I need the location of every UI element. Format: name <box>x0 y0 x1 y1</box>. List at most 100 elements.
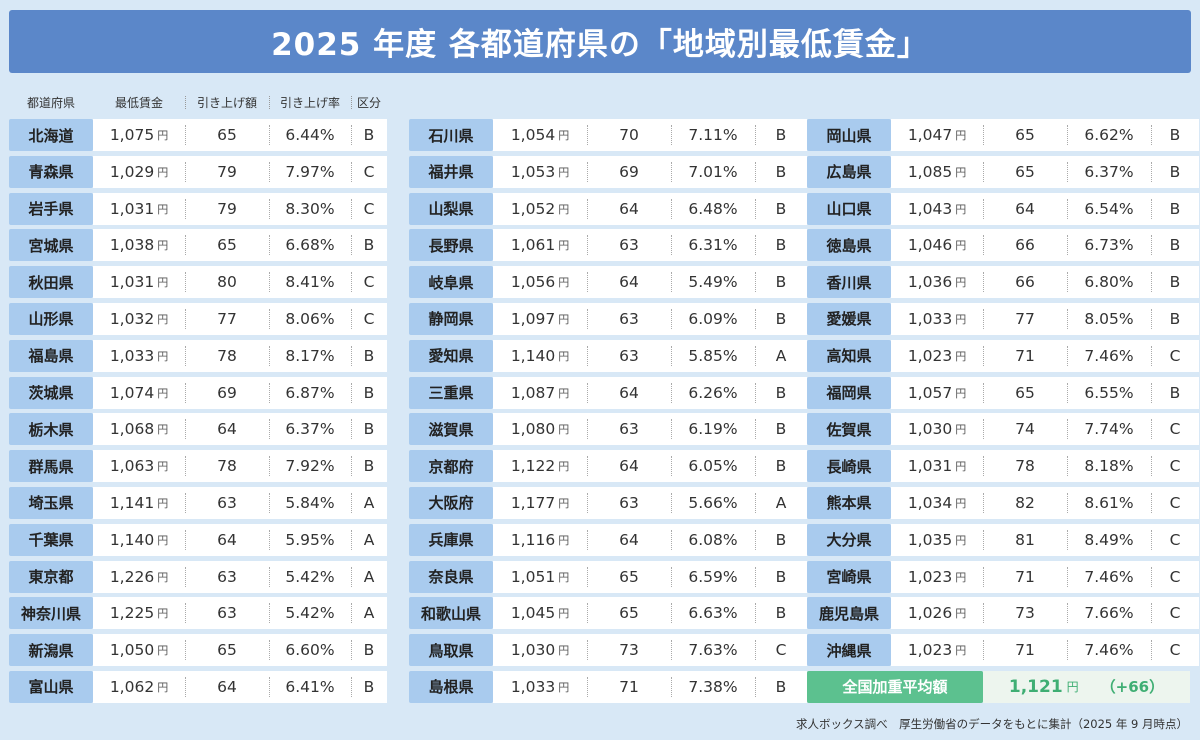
wage-cell: 1,225 円 <box>93 597 185 629</box>
yen-unit: 円 <box>955 276 967 290</box>
yen-unit: 円 <box>955 165 967 179</box>
prefecture-name: 三重県 <box>409 376 493 409</box>
wage-value: 1,074 <box>109 383 155 402</box>
yen-unit: 円 <box>558 239 570 253</box>
yen-unit: 円 <box>157 570 169 584</box>
prefecture-name: 鹿児島県 <box>807 597 891 630</box>
raise-amount: 64 <box>587 524 671 556</box>
wage-value: 1,122 <box>510 457 556 476</box>
raise-rate: 6.63% <box>671 597 755 629</box>
wage-value: 1,068 <box>109 420 155 439</box>
wage-class: B <box>755 524 807 556</box>
row-cells: 1,057 円 65 6.55% B <box>891 376 1199 409</box>
yen-unit: 円 <box>955 202 967 216</box>
raise-rate: 6.68% <box>269 229 351 261</box>
raise-amount: 65 <box>185 634 269 666</box>
wage-cell: 1,033 円 <box>93 340 185 372</box>
yen-unit: 円 <box>955 129 967 142</box>
raise-amount: 71 <box>983 561 1067 593</box>
wage-value: 1,031 <box>109 199 155 218</box>
wage-class: B <box>755 450 807 482</box>
raise-rate: 8.06% <box>269 303 351 335</box>
yen-unit: 円 <box>558 680 570 694</box>
table-row: 秋田県 1,031 円 80 8.41% C <box>9 266 387 299</box>
yen-unit: 円 <box>955 239 967 253</box>
raise-amount: 78 <box>185 340 269 372</box>
row-cells: 1,052 円 64 6.48% B <box>493 192 807 225</box>
raise-rate: 6.73% <box>1067 229 1151 261</box>
wage-class: A <box>351 597 387 629</box>
wage-value: 1,026 <box>907 604 953 623</box>
wage-value: 1,050 <box>109 641 155 660</box>
raise-rate: 8.30% <box>269 193 351 225</box>
table-column-3: 岡山県 1,047 円 65 6.62% B 広島県 1,085 円 65 6.37% B 山口県 1,0… <box>807 119 1199 703</box>
wage-class: B <box>351 450 387 482</box>
wage-class: C <box>1151 450 1199 482</box>
table-header: 都道府県 最低賃金 引き上げ額 引き上げ率 区分 <box>9 92 387 112</box>
yen-unit: 円 <box>558 644 570 658</box>
raise-rate: 6.31% <box>671 229 755 261</box>
wage-cell: 1,052 円 <box>493 193 587 225</box>
table-row: 宮崎県 1,023 円 71 7.46% C <box>807 560 1199 593</box>
raise-amount: 65 <box>185 229 269 261</box>
wage-class: C <box>755 634 807 666</box>
raise-amount: 70 <box>587 119 671 151</box>
row-cells: 1,023 円 71 7.46% C <box>891 560 1199 593</box>
table-row: 岐阜県 1,056 円 64 5.49% B <box>409 266 807 299</box>
raise-rate: 6.05% <box>671 450 755 482</box>
prefecture-name: 和歌山県 <box>409 597 493 630</box>
yen-unit: 円 <box>157 423 169 437</box>
row-cells: 1,085 円 65 6.37% B <box>891 155 1199 188</box>
wage-cell: 1,097 円 <box>493 303 587 335</box>
wage-value: 1,141 <box>109 493 155 512</box>
prefecture-name: 長崎県 <box>807 450 891 483</box>
wage-cell: 1,023 円 <box>891 561 983 593</box>
wage-cell: 1,056 円 <box>493 266 587 298</box>
prefecture-name: 富山県 <box>9 670 93 703</box>
wage-value: 1,061 <box>510 236 556 255</box>
prefecture-name: 福島県 <box>9 339 93 372</box>
row-cells: 1,061 円 63 6.31% B <box>493 229 807 262</box>
table-row: 山梨県 1,052 円 64 6.48% B <box>409 192 807 225</box>
wage-value: 1,225 <box>109 604 155 623</box>
row-cells: 1,032 円 77 8.06% C <box>93 302 387 335</box>
raise-rate: 6.54% <box>1067 193 1151 225</box>
wage-class: B <box>351 340 387 372</box>
raise-rate: 6.26% <box>671 377 755 409</box>
raise-amount: 69 <box>185 377 269 409</box>
prefecture-name: 山梨県 <box>409 192 493 225</box>
yen-unit: 円 <box>157 386 169 400</box>
row-cells: 1,023 円 71 7.46% C <box>891 634 1199 667</box>
table-row: 熊本県 1,034 円 82 8.61% C <box>807 486 1199 519</box>
table-row: 岩手県 1,031 円 79 8.30% C <box>9 192 387 225</box>
wage-cell: 1,074 円 <box>93 377 185 409</box>
header-rate: 引き上げ率 <box>269 94 351 111</box>
header-pref: 都道府県 <box>26 95 75 110</box>
wage-class: B <box>1151 156 1199 188</box>
wage-cell: 1,062 円 <box>93 671 185 703</box>
wage-value: 1,063 <box>109 457 155 476</box>
raise-rate: 8.61% <box>1067 487 1151 519</box>
yen-unit: 円 <box>157 533 169 547</box>
wage-class: B <box>755 266 807 298</box>
row-cells: 1,087 円 64 6.26% B <box>493 376 807 409</box>
wage-cell: 1,122 円 <box>493 450 587 482</box>
wage-cell: 1,053 円 <box>493 156 587 188</box>
wage-class: B <box>755 597 807 629</box>
wage-class: B <box>755 156 807 188</box>
row-cells: 1,036 円 66 6.80% B <box>891 266 1199 299</box>
raise-amount: 64 <box>587 266 671 298</box>
table-row: 長野県 1,061 円 63 6.31% B <box>409 229 807 262</box>
raise-amount: 63 <box>587 303 671 335</box>
raise-amount: 63 <box>587 487 671 519</box>
wage-value: 1,075 <box>109 126 155 144</box>
table-row: 大阪府 1,177 円 63 5.66% A <box>409 486 807 519</box>
table-row: 山形県 1,032 円 77 8.06% C <box>9 302 387 335</box>
wage-value: 1,033 <box>109 346 155 365</box>
wage-cell: 1,023 円 <box>891 634 983 666</box>
wage-cell: 1,051 円 <box>493 561 587 593</box>
raise-amount: 64 <box>587 450 671 482</box>
wage-class: C <box>1151 524 1199 556</box>
table-row: 広島県 1,085 円 65 6.37% B <box>807 155 1199 188</box>
wage-class: B <box>351 377 387 409</box>
